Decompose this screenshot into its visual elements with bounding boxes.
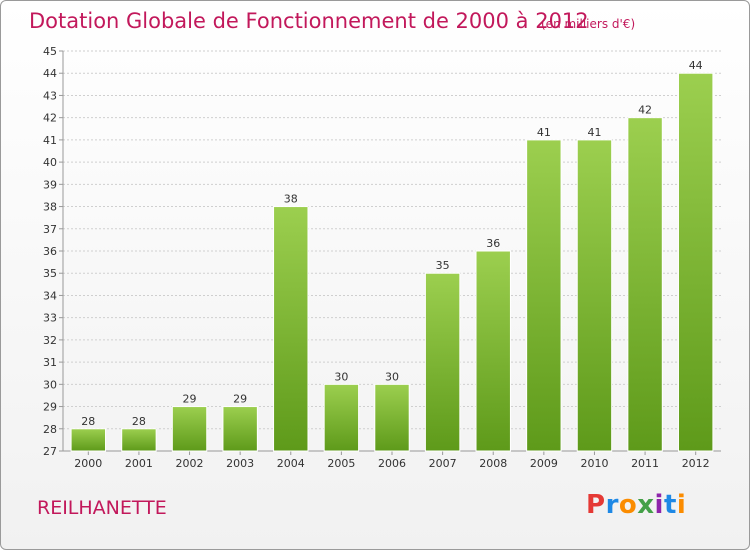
bar-value-label: 41	[587, 126, 601, 139]
x-tick-label: 2005	[327, 457, 355, 470]
logo-letter: P	[586, 490, 606, 520]
y-tick-label: 40	[43, 156, 57, 169]
bar	[677, 72, 714, 452]
bar	[273, 206, 309, 452]
bar	[475, 250, 511, 452]
y-tick-label: 43	[43, 89, 57, 102]
bar	[424, 272, 461, 452]
y-tick-label: 29	[43, 401, 57, 414]
bar-value-label: 42	[638, 104, 652, 117]
bar-value-label: 30	[385, 370, 399, 383]
bar	[374, 383, 410, 452]
logo-letter: i	[676, 490, 687, 520]
y-tick-label: 39	[43, 178, 57, 191]
bar	[121, 428, 157, 452]
y-tick-label: 28	[43, 423, 57, 436]
x-tick-label: 2012	[682, 457, 710, 470]
x-tick-label: 2007	[429, 457, 457, 470]
bar	[171, 406, 208, 452]
bar	[526, 139, 562, 452]
y-tick-label: 30	[43, 378, 57, 391]
proxiti-logo[interactable]: Proxiti	[586, 490, 686, 520]
x-tick-label: 2000	[74, 457, 102, 470]
x-tick-label: 2001	[125, 457, 153, 470]
logo-letter: i	[654, 490, 664, 520]
bar-value-label: 38	[284, 193, 298, 206]
y-tick-label: 36	[43, 245, 57, 258]
x-tick-label: 2004	[277, 457, 305, 470]
chart-title: Dotation Globale de Fonctionnement de 20…	[29, 9, 589, 33]
bar	[627, 117, 663, 452]
bar-value-label: 41	[537, 126, 551, 139]
bar-value-label: 28	[132, 415, 146, 428]
y-tick-label: 35	[43, 267, 57, 280]
bar-value-label: 28	[81, 415, 95, 428]
x-tick-label: 2011	[631, 457, 659, 470]
y-tick-label: 32	[43, 334, 57, 347]
x-tick-label: 2002	[176, 457, 204, 470]
y-tick-label: 45	[43, 45, 57, 58]
x-tick-label: 2008	[479, 457, 507, 470]
place-name: REILHANETTE	[37, 497, 167, 519]
bar-value-label: 29	[183, 393, 197, 406]
bar	[323, 383, 360, 452]
logo-letter: r	[605, 490, 619, 520]
chart-subtitle: (en milliers d'€)	[541, 17, 636, 31]
logo-letter: o	[618, 490, 638, 520]
x-tick-label: 2006	[378, 457, 406, 470]
y-tick-label: 41	[43, 134, 57, 147]
y-tick-label: 31	[43, 356, 57, 369]
x-tick-label: 2009	[530, 457, 558, 470]
y-tick-label: 34	[43, 289, 57, 302]
y-tick-label: 33	[43, 312, 57, 325]
x-tick-label: 2010	[580, 457, 608, 470]
bar-value-label: 29	[233, 393, 247, 406]
bar	[222, 406, 258, 452]
bar-value-label: 36	[486, 237, 500, 250]
bar-value-label: 35	[436, 259, 450, 272]
bar-value-label: 30	[334, 370, 348, 383]
logo-letter: x	[637, 490, 655, 520]
bar-value-label: 44	[689, 59, 703, 72]
logo-letter: t	[663, 490, 677, 520]
bar	[576, 139, 613, 452]
y-tick-label: 37	[43, 223, 57, 236]
x-tick-label: 2003	[226, 457, 254, 470]
bar	[70, 428, 107, 452]
y-tick-label: 42	[43, 112, 57, 125]
y-tick-label: 38	[43, 201, 57, 214]
y-tick-label: 44	[43, 67, 57, 80]
y-tick-label: 27	[43, 445, 57, 458]
